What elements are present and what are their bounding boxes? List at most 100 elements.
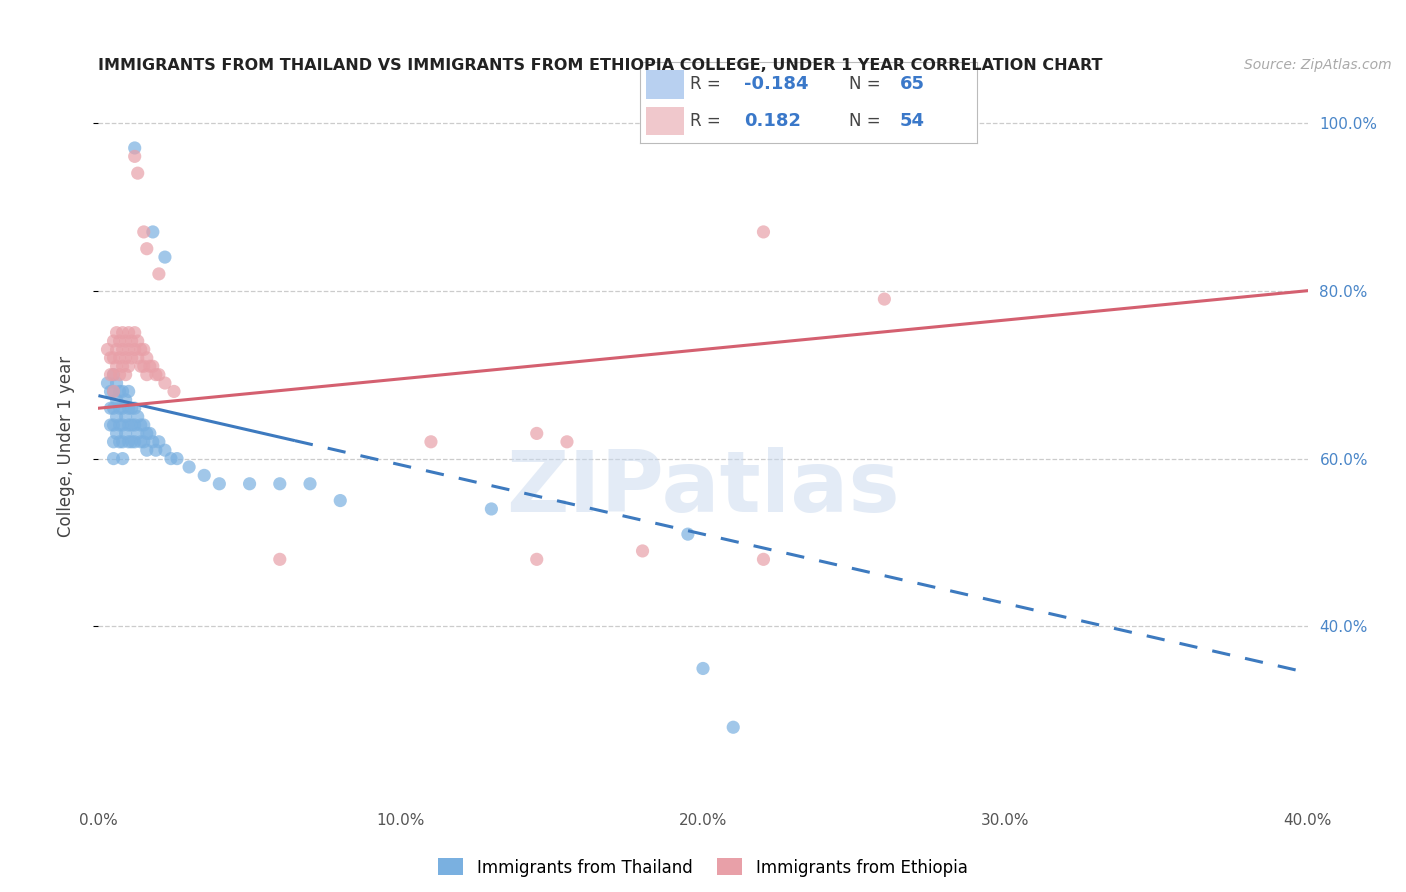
Point — [124, 141, 146, 155]
Point — [132, 225, 155, 239]
Point — [103, 451, 125, 466]
Point — [153, 376, 176, 390]
Y-axis label: College, Under 1 year: College, Under 1 year — [56, 355, 75, 537]
Point — [139, 426, 162, 441]
Point — [631, 544, 654, 558]
Point — [132, 359, 155, 374]
Point — [111, 434, 134, 449]
Point — [108, 401, 131, 416]
Point — [135, 351, 157, 365]
FancyBboxPatch shape — [647, 107, 683, 136]
Point — [103, 334, 125, 348]
Point — [127, 334, 149, 348]
Text: 0.182: 0.182 — [744, 112, 801, 130]
Point — [124, 343, 146, 357]
Point — [108, 434, 131, 449]
Point — [481, 502, 503, 516]
Text: 65: 65 — [900, 75, 925, 93]
Point — [105, 392, 128, 407]
Point — [723, 720, 745, 734]
Point — [526, 426, 548, 441]
Point — [111, 326, 134, 340]
Point — [752, 225, 775, 239]
Point — [105, 343, 128, 357]
Point — [135, 426, 157, 441]
Point — [114, 334, 136, 348]
Point — [163, 384, 186, 399]
Text: N =: N = — [849, 112, 886, 130]
Point — [121, 351, 143, 365]
Point — [873, 292, 896, 306]
Point — [135, 368, 157, 382]
Point — [193, 468, 215, 483]
Point — [118, 384, 141, 399]
Text: -0.184: -0.184 — [744, 75, 808, 93]
Point — [111, 384, 134, 399]
Point — [127, 166, 149, 180]
Point — [676, 527, 699, 541]
Point — [105, 426, 128, 441]
Point — [103, 384, 125, 399]
Point — [124, 326, 146, 340]
Point — [111, 451, 134, 466]
Point — [239, 476, 262, 491]
Point — [329, 493, 352, 508]
Point — [111, 417, 134, 432]
Point — [121, 334, 143, 348]
Point — [132, 417, 155, 432]
Point — [103, 368, 125, 382]
Point — [121, 401, 143, 416]
Point — [153, 250, 176, 264]
Point — [100, 401, 122, 416]
Point — [145, 443, 167, 458]
Point — [108, 384, 131, 399]
Point — [114, 426, 136, 441]
Text: 54: 54 — [900, 112, 925, 130]
Point — [129, 417, 152, 432]
Point — [139, 359, 162, 374]
Point — [160, 451, 183, 466]
Point — [114, 351, 136, 365]
Point — [96, 376, 118, 390]
Text: ZIPatlas: ZIPatlas — [506, 447, 900, 531]
Point — [118, 326, 141, 340]
Point — [114, 409, 136, 424]
Point — [127, 409, 149, 424]
Point — [526, 552, 548, 566]
Text: N =: N = — [849, 75, 886, 93]
Point — [124, 417, 146, 432]
Point — [118, 417, 141, 432]
Point — [105, 376, 128, 390]
FancyBboxPatch shape — [647, 70, 683, 99]
Point — [100, 384, 122, 399]
Point — [108, 351, 131, 365]
Point — [142, 434, 165, 449]
Point — [105, 326, 128, 340]
Point — [121, 434, 143, 449]
Point — [166, 451, 188, 466]
Point — [145, 368, 167, 382]
Point — [114, 392, 136, 407]
Point — [111, 359, 134, 374]
Point — [142, 225, 165, 239]
Point — [121, 417, 143, 432]
Point — [148, 434, 170, 449]
Point — [114, 368, 136, 382]
Point — [111, 401, 134, 416]
Point — [153, 443, 176, 458]
Point — [108, 417, 131, 432]
Point — [132, 343, 155, 357]
Point — [105, 409, 128, 424]
Point — [148, 368, 170, 382]
Point — [129, 434, 152, 449]
Point — [555, 434, 578, 449]
Point — [103, 351, 125, 365]
Point — [100, 368, 122, 382]
Point — [118, 401, 141, 416]
Point — [103, 368, 125, 382]
Point — [124, 149, 146, 163]
Point — [129, 343, 152, 357]
Point — [124, 434, 146, 449]
Point — [135, 242, 157, 256]
Point — [269, 476, 291, 491]
